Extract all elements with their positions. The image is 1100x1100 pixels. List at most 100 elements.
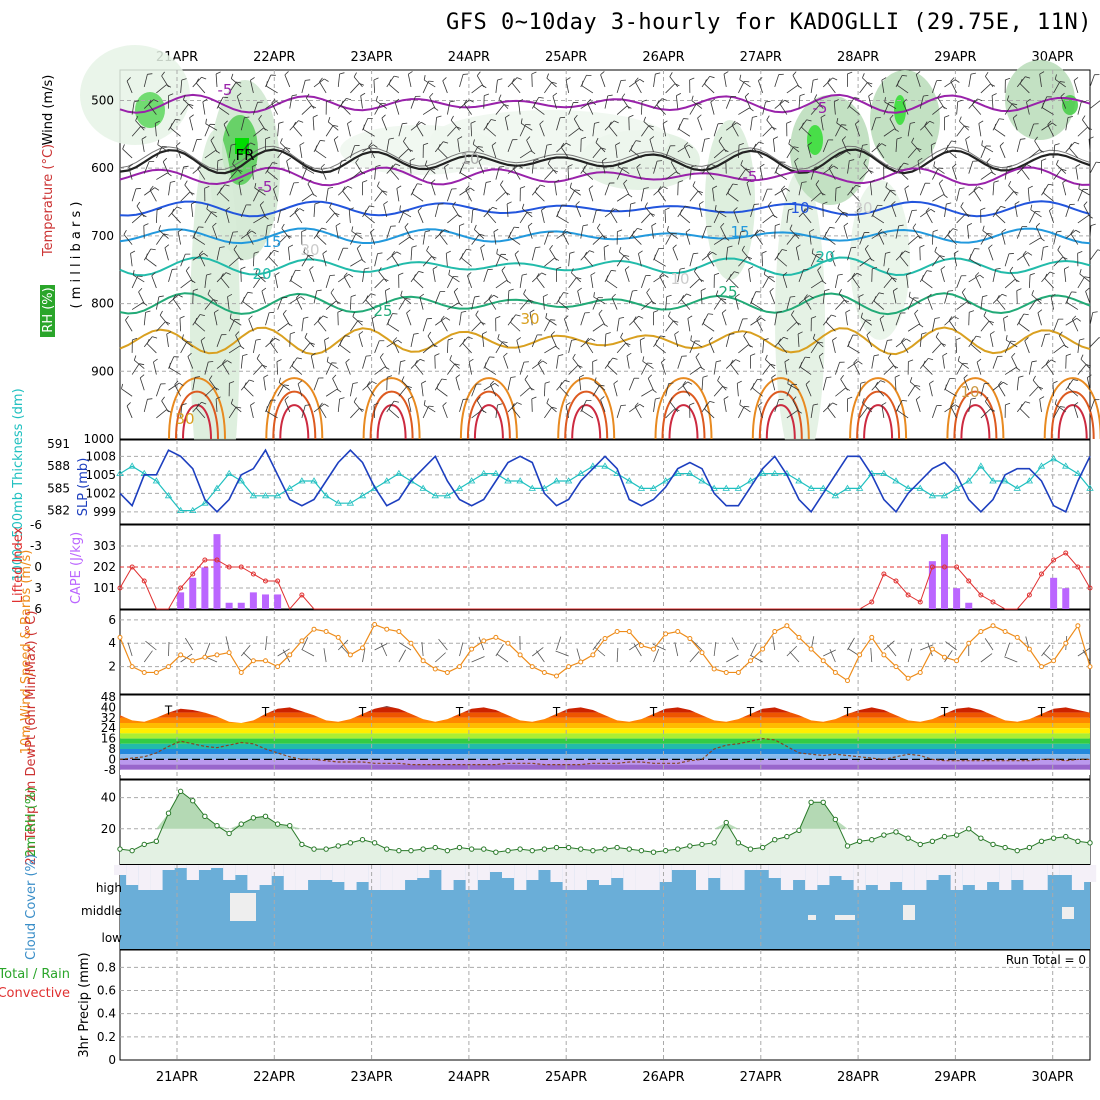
wind-barb <box>407 399 412 413</box>
wind-barb-flag <box>771 374 776 378</box>
wind-barb-flag <box>477 146 483 148</box>
wind-speed-point <box>190 658 196 664</box>
wind-barb-flag <box>209 375 213 380</box>
wind-barb-flag <box>860 381 866 384</box>
wind-barb-flag <box>583 251 588 257</box>
y-tick-label: 0.2 <box>97 1030 116 1044</box>
wind-barb <box>350 83 360 94</box>
rh-point <box>953 832 960 838</box>
cloud-clear-high <box>223 865 236 880</box>
wind-barb-flag <box>461 310 467 313</box>
date-tick-bottom: 21APR <box>156 1070 198 1085</box>
rh-max-cell <box>235 138 249 154</box>
wind-barb <box>761 253 764 267</box>
wind-barb-flag <box>590 272 596 276</box>
wind-barb <box>567 166 570 180</box>
wind-barb-flag <box>858 294 864 297</box>
surface-isotherm <box>168 377 226 440</box>
wind-barb <box>907 210 913 224</box>
wind-barb-flag <box>574 189 580 191</box>
wind-barb-flag <box>242 296 245 302</box>
wind-barb <box>670 162 679 174</box>
surface-barb <box>323 648 327 663</box>
wind-barb <box>813 338 824 348</box>
wind-barb-flag <box>231 143 237 146</box>
rh-point <box>481 846 487 852</box>
wind-speed-point <box>857 652 863 658</box>
thickness-point <box>419 484 427 491</box>
wind-barb-flag <box>908 291 911 297</box>
wind-barb-flag <box>533 158 539 162</box>
surface-isotherm <box>272 390 317 440</box>
wind-barb-flag <box>672 244 677 249</box>
wind-barb <box>646 292 654 304</box>
wind-barb <box>568 189 576 202</box>
wind-barb-flag <box>603 244 609 248</box>
wind-barb <box>245 147 254 159</box>
wind-barb <box>992 269 997 283</box>
wind-barb <box>1053 231 1057 245</box>
wind-barb-flag <box>444 229 450 233</box>
wind-barb-flag <box>534 187 538 193</box>
y-tick-label: 582 <box>47 504 70 518</box>
wind-barb <box>539 123 545 137</box>
wind-barbs <box>121 71 1100 419</box>
cloud-clear-high <box>635 865 648 890</box>
wind-barb <box>266 85 278 94</box>
wind-barb <box>730 363 739 375</box>
wind-barb <box>303 251 315 261</box>
wind-barb <box>374 340 380 354</box>
rh-point <box>505 847 511 854</box>
wind-speed-point <box>820 658 826 664</box>
thickness-point <box>916 484 924 491</box>
wind-barb <box>568 128 580 137</box>
wind-barb <box>543 145 548 159</box>
wind-barb-flag <box>235 331 240 336</box>
wind-barb-flag <box>939 255 945 258</box>
date-tick-top: 24APR <box>448 50 490 65</box>
wind-barb <box>738 344 749 354</box>
cloud-clear-high <box>926 865 939 880</box>
wind-barb-flag <box>883 164 889 167</box>
wind-barb-flag <box>876 142 881 148</box>
thickness-point <box>795 477 803 484</box>
wind-barb-flag <box>1030 204 1033 210</box>
wind-barb <box>307 183 315 196</box>
wind-barb <box>689 253 694 267</box>
wind-barb <box>1053 256 1064 267</box>
y-tick-label: 800 <box>91 297 114 311</box>
wind-barb-flag <box>259 189 265 191</box>
wind-barb <box>471 146 479 159</box>
wind-barb-flag <box>885 251 891 254</box>
wind-speed-point <box>420 658 426 664</box>
contour-label: 30 <box>175 410 194 428</box>
wind-barb-flag <box>153 358 158 363</box>
thickness-point <box>516 477 524 484</box>
wind-barb-flag <box>227 293 233 298</box>
wind-barb-flag <box>644 202 648 208</box>
wind-barb <box>436 388 448 397</box>
wind-barb-flag <box>339 340 342 346</box>
wind-barb-flag <box>884 97 886 103</box>
rh-point <box>117 846 123 852</box>
wind-barb <box>544 169 554 180</box>
wind-barb <box>1062 182 1067 196</box>
li-point <box>275 578 281 584</box>
wind-barb <box>153 361 157 375</box>
wind-barb-flag <box>551 406 557 409</box>
wind-barb <box>791 314 800 326</box>
wind-barb <box>735 296 739 310</box>
max-marker: T <box>746 705 755 719</box>
cloud-clear-high <box>671 865 684 870</box>
wind-barb-flag <box>141 136 147 140</box>
wind-barb-flag <box>757 378 763 381</box>
wind-barb <box>701 313 709 326</box>
wind-barb <box>1089 399 1095 413</box>
wind-barb-flag <box>886 267 890 273</box>
wind-barb <box>881 405 885 418</box>
cloud-clear-high <box>514 865 527 890</box>
wind-barb-flag <box>743 331 747 337</box>
wind-barb <box>606 280 618 289</box>
wind-barb-flag <box>319 402 323 408</box>
wind-barb-flag <box>300 296 306 301</box>
